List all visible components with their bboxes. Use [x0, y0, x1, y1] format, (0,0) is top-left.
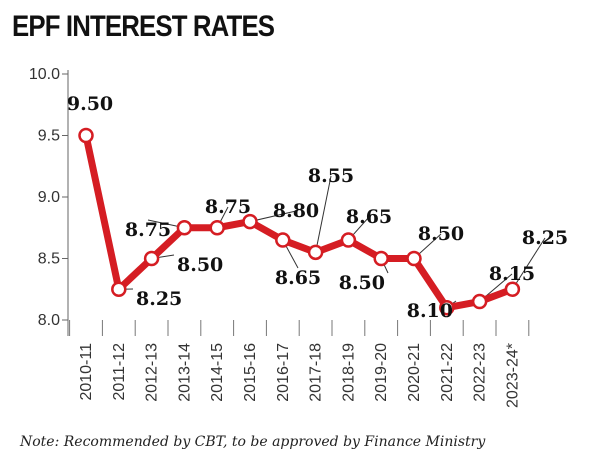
x-tick-label: 2011-12	[111, 343, 128, 401]
data-label: 8.50	[418, 223, 464, 245]
data-point	[439, 299, 455, 316]
data-point	[176, 220, 193, 236]
data-point	[209, 220, 225, 236]
y-tick-label: 10.0	[29, 66, 60, 83]
y-tick-label: 8.5	[38, 251, 60, 268]
x-tick-label: 2015-16	[242, 343, 259, 402]
data-point	[406, 250, 422, 267]
data-label: 8.10	[407, 300, 453, 322]
data-label: 8.75	[125, 219, 171, 241]
data-label: 9.50	[67, 93, 113, 115]
x-tick-label: 2018-19	[340, 343, 357, 402]
data-points	[78, 127, 521, 316]
x-tick-label: 2023-24*	[504, 343, 521, 408]
x-tick-label: 2017-18	[308, 343, 325, 402]
chart-title: EPF INTEREST RATES	[12, 10, 275, 43]
data-label: 8.25	[522, 227, 568, 249]
data-labels: 9.50 8.25 8.50 8.75 8.75 8.80 8.65 8.55 8.65 8.50…	[67, 93, 568, 322]
x-tick-label: 2019-20	[373, 343, 390, 402]
axes: 10.0 9.5 9.0 8.5 8.0	[29, 66, 530, 336]
label-leader-lines	[118, 175, 546, 309]
x-tick-label: 2020-21	[406, 343, 423, 402]
data-point	[471, 293, 488, 310]
x-tick-label: 2014-15	[209, 343, 226, 402]
x-tick-label: 2013-14	[176, 343, 193, 402]
x-tick-label: 2016-17	[275, 343, 292, 402]
leader-line	[315, 175, 332, 253]
y-tick-label: 9.5	[38, 128, 60, 145]
data-point	[143, 250, 160, 267]
data-label: 8.80	[273, 200, 319, 222]
data-point	[275, 232, 291, 248]
x-tick-label: 2022-23	[472, 343, 489, 402]
data-label: 8.65	[275, 267, 321, 289]
data-label: 8.55	[308, 165, 354, 187]
leader-line	[249, 210, 297, 223]
data-point	[307, 244, 324, 261]
x-tick-labels: 2010-11 2011-12 2012-13 2013-14 2014-15 2015-…	[78, 343, 521, 408]
data-point	[504, 281, 521, 297]
data-point	[373, 250, 389, 267]
data-point	[78, 127, 94, 144]
y-tick-label: 9.0	[38, 189, 60, 206]
y-tick-label: 8.0	[38, 312, 60, 329]
data-point	[111, 281, 127, 297]
data-label: 8.50	[177, 254, 223, 276]
data-label: 8.65	[346, 206, 392, 228]
data-point	[340, 232, 357, 248]
data-label: 8.75	[205, 196, 251, 218]
x-tick-label: 2012-13	[144, 343, 161, 402]
x-tick-label: 2021-22	[439, 343, 456, 402]
leader-line	[511, 237, 546, 290]
data-label: 8.50	[339, 272, 385, 294]
data-point	[242, 213, 258, 230]
footnote: Note: Recommended by CBT, to be approved…	[20, 434, 486, 450]
data-label: 8.25	[136, 288, 182, 310]
data-label: 8.15	[489, 263, 535, 285]
x-tick-label: 2010-11	[78, 343, 95, 401]
